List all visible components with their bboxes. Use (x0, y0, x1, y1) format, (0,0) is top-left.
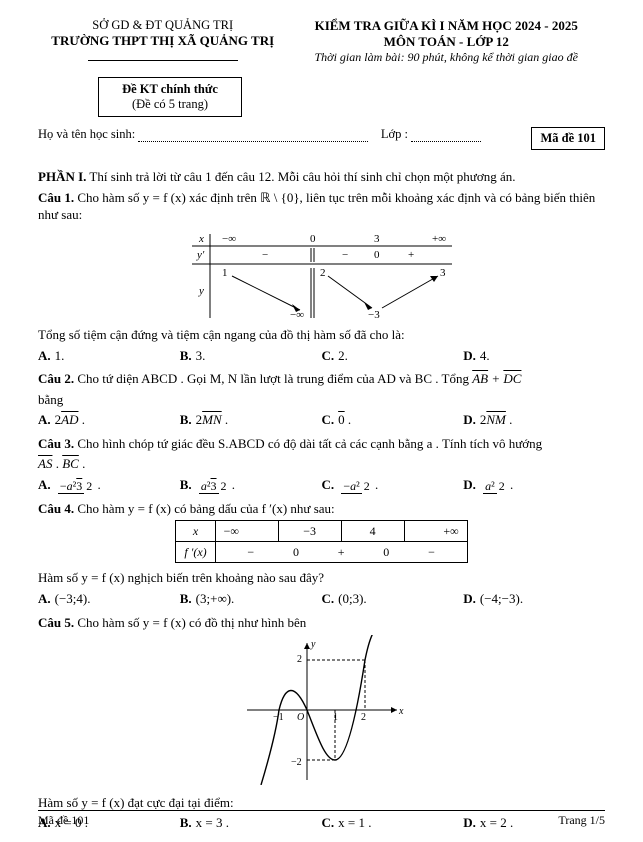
q1-optC[interactable]: C.2. (322, 347, 464, 365)
svg-text:+: + (408, 249, 414, 261)
exam-subject: MÔN TOÁN - LỚP 12 (287, 34, 605, 50)
q2-text1: Cho tứ diện ABCD . Gọi M, N lần lượt là … (77, 371, 469, 386)
svg-text:−: − (342, 249, 348, 261)
q4-label: Câu 4. (38, 501, 74, 516)
header-underline (88, 60, 238, 61)
q2-optC[interactable]: C.0 . (322, 411, 464, 429)
q4-text2: Hàm số y = f (x) nghịch biến trên khoảng… (38, 569, 605, 587)
svg-text:0: 0 (374, 249, 380, 261)
class-field[interactable] (411, 129, 481, 142)
q4-optD[interactable]: D.(−4;−3). (463, 590, 605, 608)
school-label: TRƯỜNG THPT THỊ XÃ QUẢNG TRỊ (38, 33, 287, 49)
q2-options: A.2AD . B.2MN . C.0 . D.2NM . (38, 411, 605, 429)
q1-text2: Tổng số tiệm cận đứng và tiệm cận ngang … (38, 326, 605, 344)
footer-right: Trang 1/5 (558, 813, 605, 828)
q5-text2: Hàm số y = f (x) đạt cực đại tại điểm: (38, 794, 605, 812)
name-row: Họ và tên học sinh: Lớp : Mã đề 101 (38, 127, 605, 142)
svg-text:y′: y′ (196, 249, 205, 261)
official-box: Đề KT chính thức (Đề có 5 trang) (98, 77, 242, 117)
variation-table-svg: x y′ y −∞ 0 3 +∞ − − 0 + 1 −∞ 2 (182, 228, 462, 318)
q5-text: Câu 5. Cho hàm số y = f (x) có đồ thị nh… (38, 614, 605, 632)
pages-label: (Đề có 5 trang) (105, 97, 235, 112)
q4-optB[interactable]: B.(3;+∞). (180, 590, 322, 608)
q2-text: Câu 2. Cho tứ diện ABCD . Gọi M, N lần l… (38, 370, 605, 388)
q3-optC[interactable]: C. −a²2 . (322, 476, 464, 494)
q1-text1: Cho hàm số y = f (x) xác định trên ℝ \ {… (38, 190, 595, 223)
q3-optD[interactable]: D. a²2 . (463, 476, 605, 494)
q1-optD[interactable]: D.4. (463, 347, 605, 365)
svg-text:0: 0 (310, 233, 316, 245)
footer-left: Mã đề 101 (38, 813, 89, 828)
name-label: Họ và tên học sinh: (38, 127, 138, 141)
q3-label: Câu 3. (38, 436, 74, 451)
class-label: Lớp : (381, 127, 411, 141)
footer: Mã đề 101 Trang 1/5 (38, 810, 605, 828)
svg-text:2: 2 (361, 712, 366, 723)
part1-instr: Thí sinh trả lời từ câu 1 đến câu 12. Mỗ… (89, 169, 515, 184)
svg-text:3: 3 (440, 267, 446, 279)
part-heading: PHẦN I. Thí sinh trả lời từ câu 1 đến câ… (38, 168, 605, 186)
svg-text:x: x (398, 706, 404, 717)
graph-svg: x y O −1 1 2 2 −2 (237, 635, 407, 785)
q3-options: A. −a²32 . B. a²32 . C. −a²2 . D. a²2 . (38, 476, 605, 494)
q3-optB[interactable]: B. a²32 . (180, 476, 322, 494)
q2-optD[interactable]: D.2NM . (463, 411, 605, 429)
svg-text:−2: −2 (291, 757, 302, 768)
svg-text:1: 1 (222, 267, 228, 279)
q1-text: Câu 1. Cho hàm số y = f (x) xác định trê… (38, 189, 605, 224)
q1-optA[interactable]: A.1. (38, 347, 180, 365)
part1-label: PHẦN I. (38, 169, 86, 184)
svg-text:3: 3 (374, 233, 380, 245)
q4-sign-table: x −∞ −3 4 +∞ f ′(x) − 0 + 0 − (175, 520, 467, 563)
name-field[interactable] (138, 129, 368, 142)
q3-optA[interactable]: A. −a²32 . (38, 476, 180, 494)
q5-chart: x y O −1 1 2 2 −2 (38, 635, 605, 790)
q1-diagram: x y′ y −∞ 0 3 +∞ − − 0 + 1 −∞ 2 (38, 228, 605, 323)
svg-text:2: 2 (320, 267, 326, 279)
content: PHẦN I. Thí sinh trả lời từ câu 1 đến câ… (38, 168, 605, 832)
svg-text:2: 2 (297, 654, 302, 665)
q2-label: Câu 2. (38, 371, 74, 386)
page: SỞ GD & ĐT QUẢNG TRỊ TRƯỜNG THPT THỊ XÃ … (0, 0, 643, 842)
header-left: SỞ GD & ĐT QUẢNG TRỊ TRƯỜNG THPT THỊ XÃ … (38, 18, 287, 65)
svg-text:−∞: −∞ (290, 309, 304, 318)
svg-text:−: − (262, 249, 268, 261)
exam-time: Thời gian làm bài: 90 phút, không kể thờ… (287, 50, 605, 65)
q2-optB[interactable]: B.2MN . (180, 411, 322, 429)
q4-text: Câu 4. Cho hàm y = f (x) có bảng dấu của… (38, 500, 605, 518)
dept-label: SỞ GD & ĐT QUẢNG TRỊ (38, 18, 287, 33)
svg-text:−∞: −∞ (222, 233, 236, 245)
q3-text1: Cho hình chóp tứ giác đều S.ABCD có độ d… (77, 436, 542, 451)
svg-text:y: y (198, 285, 204, 297)
q4-optA[interactable]: A.(−3;4). (38, 590, 180, 608)
q4-options: A.(−3;4). B.(3;+∞). C.(0;3). D.(−4;−3). (38, 590, 605, 608)
q2-text2: bằng (38, 391, 605, 409)
q1-optB[interactable]: B.3. (180, 347, 322, 365)
svg-text:y: y (310, 639, 316, 650)
header: SỞ GD & ĐT QUẢNG TRỊ TRƯỜNG THPT THỊ XÃ … (38, 18, 605, 65)
q3-text: Câu 3. Cho hình chóp tứ giác đều S.ABCD … (38, 435, 605, 453)
q1-label: Câu 1. (38, 190, 74, 205)
q1-options: A.1. B.3. C.2. D.4. (38, 347, 605, 365)
header-right: KIỂM TRA GIỮA KÌ I NĂM HỌC 2024 - 2025 M… (287, 18, 605, 65)
q5-label: Câu 5. (38, 615, 74, 630)
q4-optC[interactable]: C.(0;3). (322, 590, 464, 608)
official-label: Đề KT chính thức (105, 82, 235, 97)
q3-dot: AS . BC . (38, 455, 605, 473)
exam-code: Mã đề 101 (531, 127, 605, 150)
svg-text:+∞: +∞ (432, 233, 446, 245)
q4-text1: Cho hàm y = f (x) có bảng dấu của f ′(x)… (77, 501, 334, 516)
q2-optA[interactable]: A.2AD . (38, 411, 180, 429)
q5-text1: Cho hàm số y = f (x) có đồ thị như hình … (77, 615, 306, 630)
svg-text:x: x (198, 233, 204, 245)
exam-title: KIỂM TRA GIỮA KÌ I NĂM HỌC 2024 - 2025 (287, 18, 605, 34)
svg-text:−3: −3 (368, 309, 380, 318)
svg-text:O: O (297, 712, 304, 723)
